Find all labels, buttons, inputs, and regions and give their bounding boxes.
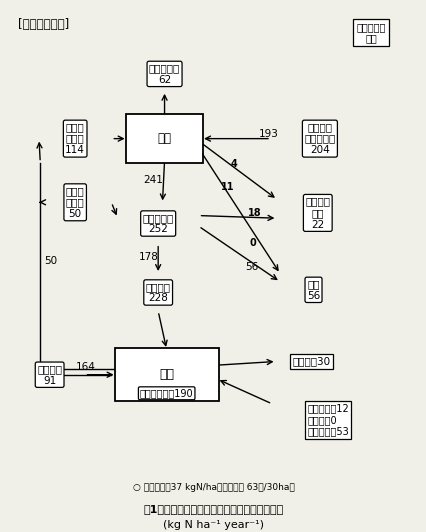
Text: 蓄積・渶脱　190: 蓄積・渶脱 190	[140, 388, 193, 398]
Text: 241: 241	[143, 175, 163, 185]
Text: 各フローの
小計: 各フローの 小計	[355, 22, 385, 43]
Text: 50: 50	[44, 256, 58, 265]
Text: 164: 164	[76, 362, 95, 372]
Text: 化学肘料
91: 化学肘料 91	[37, 364, 62, 386]
Text: 図1．　酣農家単独モデルにおける窒素フロー: 図1． 酣農家単独モデルにおける窒素フロー	[143, 504, 283, 514]
Text: 56: 56	[245, 262, 258, 272]
Text: 4: 4	[230, 159, 237, 169]
Text: 193: 193	[258, 129, 278, 139]
Text: 域外から
飼料・敷料
204: 域外から 飼料・敷料 204	[304, 122, 335, 155]
Text: 呼吸等の
損失
22: 呼吸等の 損失 22	[305, 196, 329, 229]
Text: 11: 11	[220, 182, 234, 193]
Text: 0: 0	[249, 238, 256, 248]
Text: 廃棄
56: 廃棄 56	[306, 279, 320, 301]
Text: 脱窒　　30: 脱窒 30	[292, 356, 330, 367]
FancyBboxPatch shape	[114, 348, 218, 401]
Text: [具体的データ]: [具体的データ]	[17, 18, 69, 31]
Text: 18: 18	[248, 208, 262, 218]
Text: 178: 178	[138, 252, 158, 262]
Text: 農地: 農地	[159, 368, 174, 381]
Text: 雨　　　　12
灌潑水　0
窒素固定　53: 雨 12 灌潑水 0 窒素固定 53	[306, 403, 348, 436]
Text: 農作物
副産物
50: 農作物 副産物 50	[66, 186, 84, 219]
Text: (kg N ha⁻¹ year⁻¹): (kg N ha⁻¹ year⁻¹)	[163, 520, 263, 530]
Text: 農作物
主産物
114: 農作物 主産物 114	[65, 122, 85, 155]
Text: 畜産廃棄物
252: 畜産廃棄物 252	[142, 213, 173, 234]
FancyBboxPatch shape	[126, 114, 202, 163]
Text: 畜舎: 畜舎	[157, 132, 171, 145]
Text: 農地投入
228: 農地投入 228	[145, 281, 170, 303]
Text: ○ 家畜密度＝37 kgN/ha（成牛換算 63頭/30ha）: ○ 家畜密度＝37 kgN/ha（成牛換算 63頭/30ha）	[132, 483, 294, 492]
Text: 畜産物出荷
62: 畜産物出荷 62	[149, 63, 180, 85]
